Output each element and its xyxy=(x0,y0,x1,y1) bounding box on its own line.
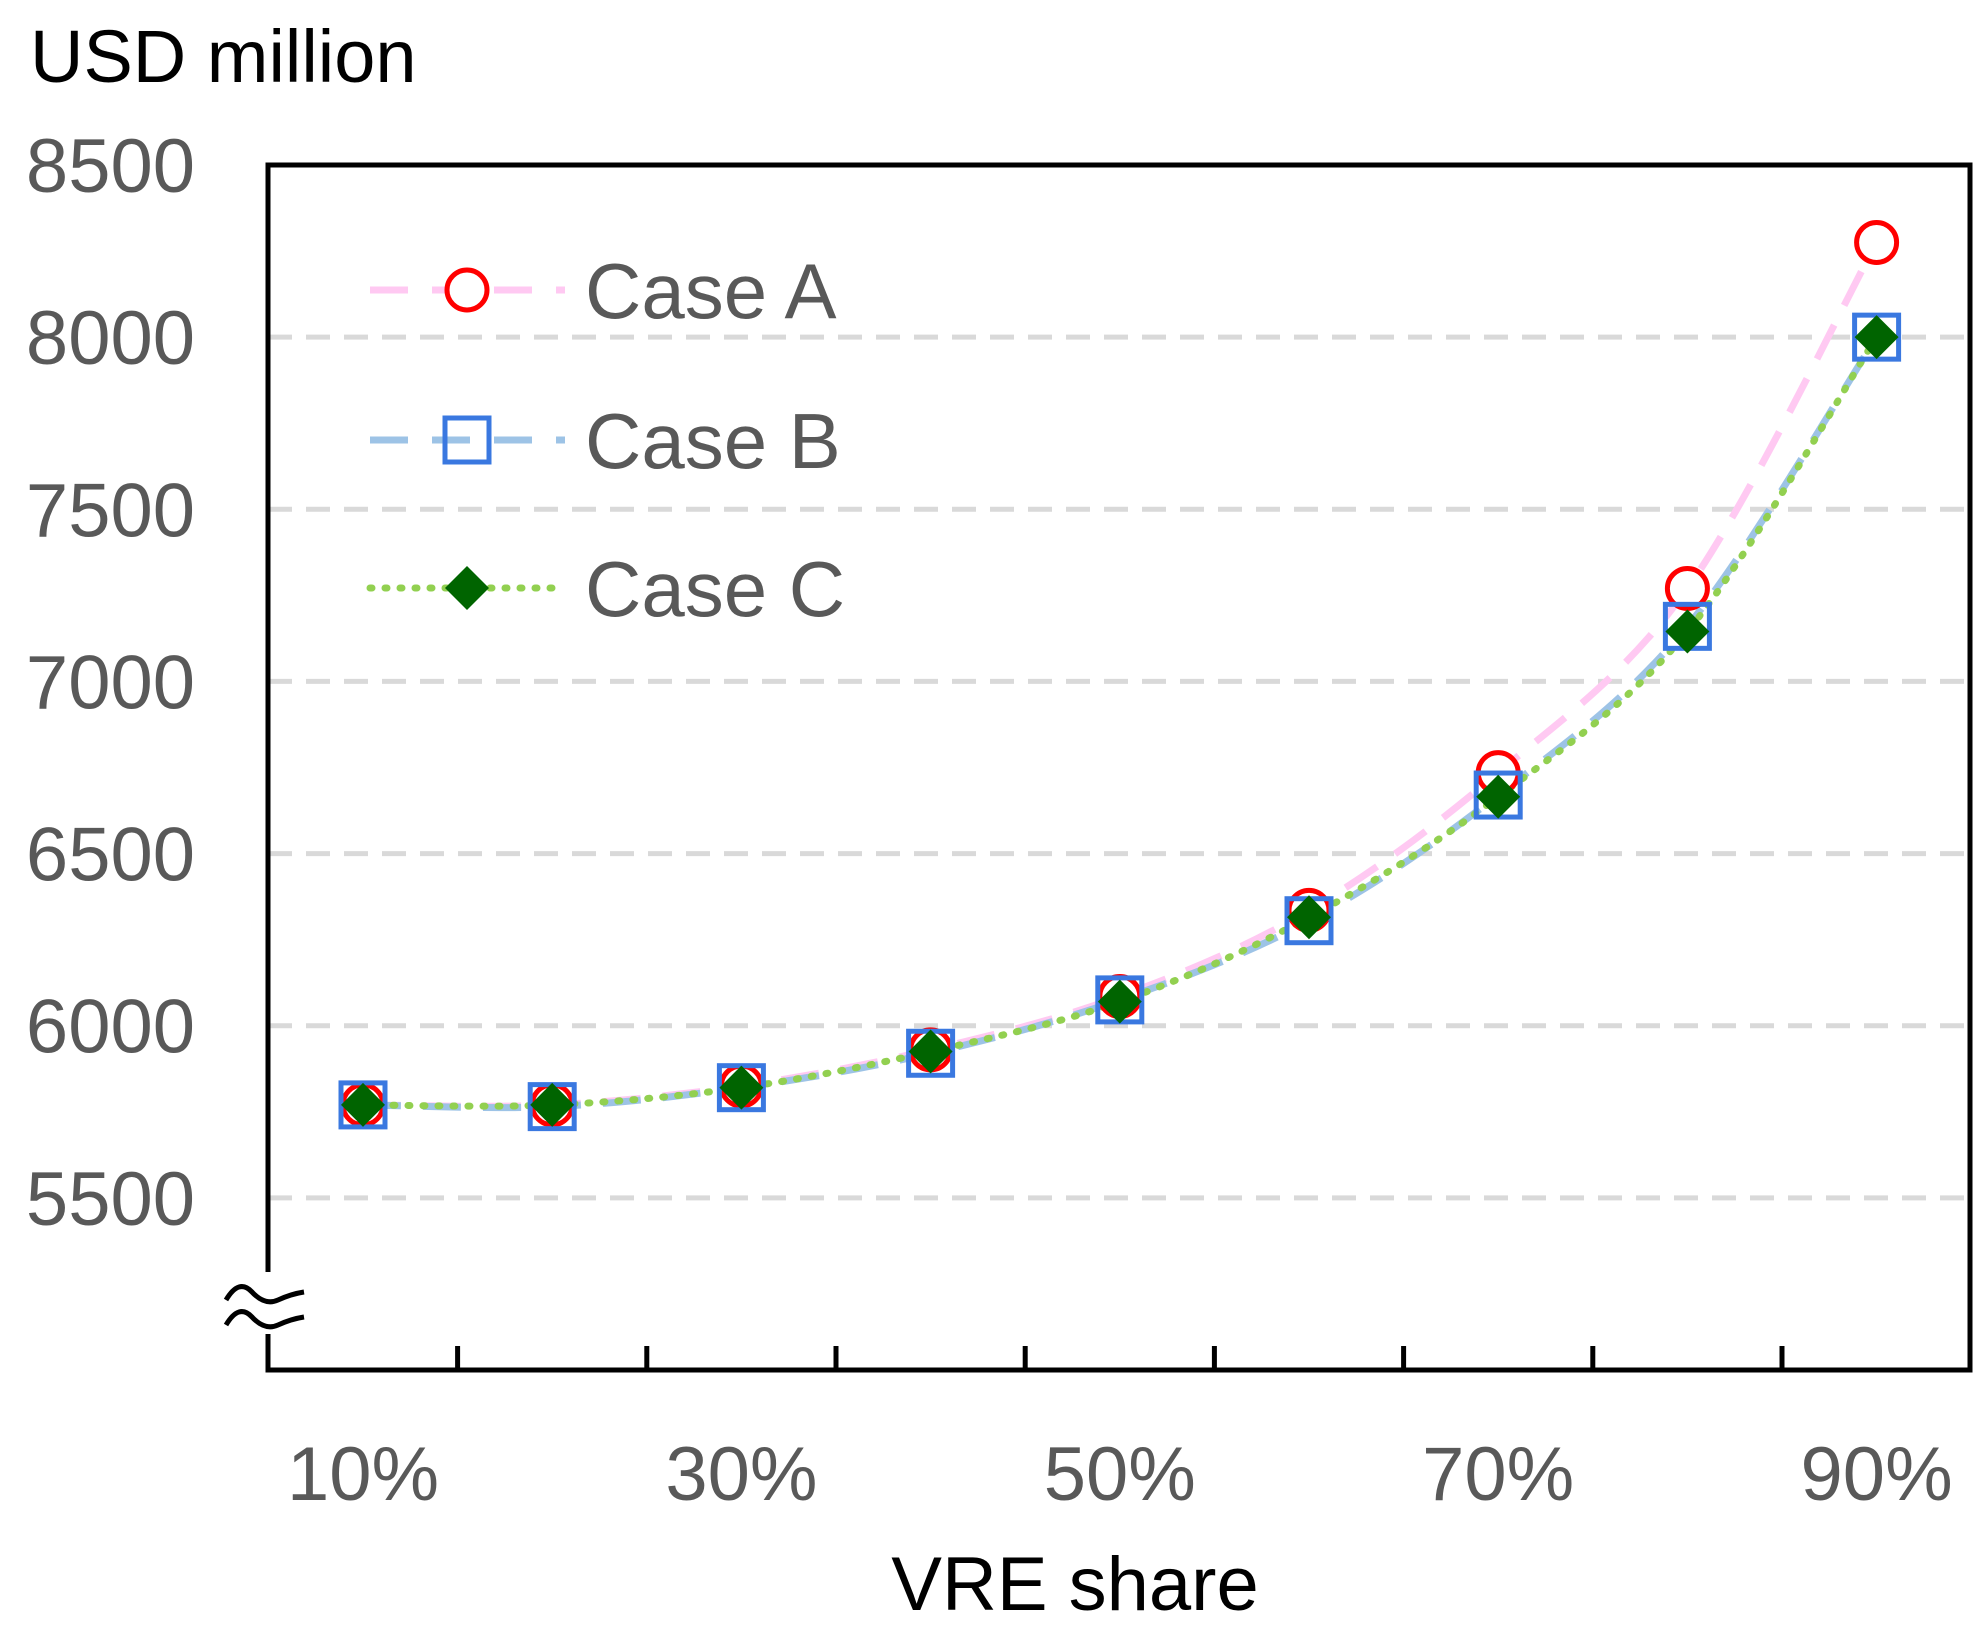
y-tick-5500: 5500 xyxy=(26,1157,195,1242)
axis-break-mark xyxy=(223,1309,305,1330)
point-case-c-20% xyxy=(530,1082,575,1127)
point-case-c-40% xyxy=(908,1029,953,1074)
series-line-case-c xyxy=(359,333,1881,1110)
x-tick-labels: 10% 30% 50% 70% 90% xyxy=(287,1432,1953,1517)
legend: Case A Case B Case C xyxy=(366,247,845,633)
axes xyxy=(223,162,1973,1373)
legend-marker-2 xyxy=(442,415,492,465)
gridlines xyxy=(268,334,1970,1201)
y-tick-7000: 7000 xyxy=(26,640,195,725)
point-case-a-90% xyxy=(1854,219,1900,265)
legend-marker-1 xyxy=(444,267,490,313)
y-tick-6500: 6500 xyxy=(26,813,195,898)
point-case-c-10% xyxy=(341,1082,385,1127)
plot-frame xyxy=(265,162,1973,1373)
legend-label-1: Case A xyxy=(585,247,836,335)
point-case-c-90% xyxy=(1854,315,1899,360)
legend-label-3: Case C xyxy=(585,545,845,633)
point-case-c-50% xyxy=(1097,979,1142,1024)
x-tick-30%: 30% xyxy=(665,1432,817,1517)
x-tick-70%: 70% xyxy=(1422,1432,1574,1517)
y-tick-labels: 5500 6000 6500 7000 7500 8000 8500 xyxy=(26,124,195,1242)
point-case-c-80% xyxy=(1665,609,1710,654)
y-tick-8500: 8500 xyxy=(26,124,195,209)
y-tick-8000: 8000 xyxy=(26,296,195,381)
legend-label-2: Case B xyxy=(585,397,841,485)
legend-marker-3 xyxy=(445,566,489,610)
point-case-c-70% xyxy=(1476,774,1521,819)
y-tick-7500: 7500 xyxy=(26,468,195,553)
point-case-a-80% xyxy=(1664,565,1710,611)
x-tick-90%: 90% xyxy=(1801,1432,1953,1517)
x-tick-10%: 10% xyxy=(287,1432,439,1517)
axis-break-mark xyxy=(223,1284,305,1305)
x-tick-50%: 50% xyxy=(1044,1432,1196,1517)
x-axis-title: VRE share xyxy=(891,1542,1259,1627)
series-layer xyxy=(338,219,1902,1132)
y-tick-6000: 6000 xyxy=(26,985,195,1070)
y-axis-title: USD million xyxy=(30,15,417,98)
point-case-c-30% xyxy=(719,1065,764,1110)
point-case-c-60% xyxy=(1287,895,1331,940)
